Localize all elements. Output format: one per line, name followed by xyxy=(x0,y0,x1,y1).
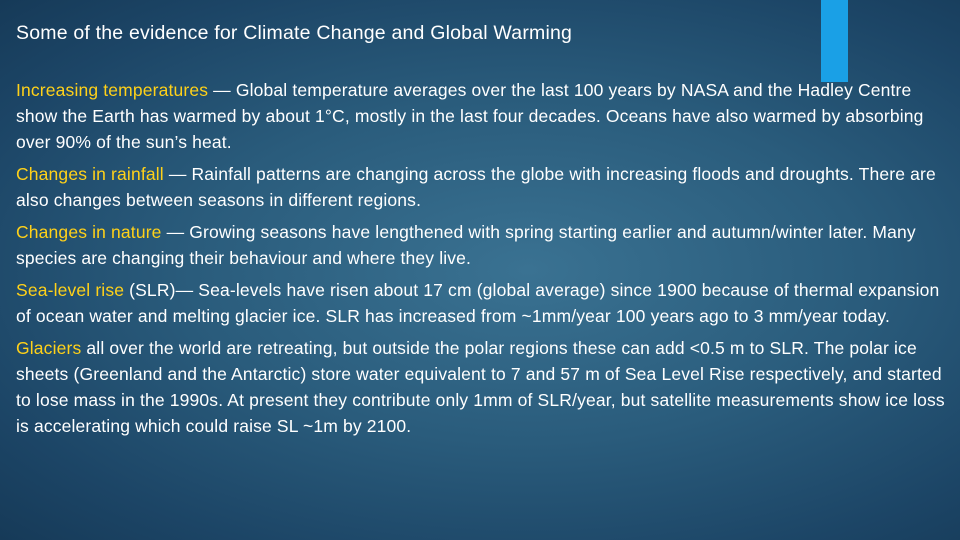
paragraph-text-nature: — Growing seasons have lengthened with s… xyxy=(16,222,916,268)
highlight-rainfall: Changes in rainfall xyxy=(16,164,164,184)
highlight-glaciers: Glaciers xyxy=(16,338,82,358)
paragraph-glaciers: Glaciers all over the world are retreati… xyxy=(16,335,951,439)
accent-bar xyxy=(821,0,848,82)
paragraph-temperatures: Increasing temperatures — Global tempera… xyxy=(16,77,951,155)
highlight-temperatures: Increasing temperatures xyxy=(16,80,209,100)
paragraph-text-rainfall: — Rainfall patterns are changing across … xyxy=(16,164,936,210)
paragraph-text-temperatures: — Global temperature averages over the l… xyxy=(16,80,924,152)
paragraph-nature: Changes in nature — Growing seasons have… xyxy=(16,219,951,271)
highlight-nature: Changes in nature xyxy=(16,222,162,242)
highlight-sea-level: Sea-level rise xyxy=(16,280,125,300)
paragraph-text-sea-level: (SLR)— Sea-levels have risen about 17 cm… xyxy=(16,280,940,326)
paragraph-sea-level: Sea-level rise (SLR)— Sea-levels have ri… xyxy=(16,277,951,329)
slide-title: Some of the evidence for Climate Change … xyxy=(16,22,573,44)
slide-content: Increasing temperatures — Global tempera… xyxy=(16,77,951,445)
paragraph-rainfall: Changes in rainfall — Rainfall patterns … xyxy=(16,161,951,213)
paragraph-text-glaciers: all over the world are retreating, but o… xyxy=(16,338,945,436)
